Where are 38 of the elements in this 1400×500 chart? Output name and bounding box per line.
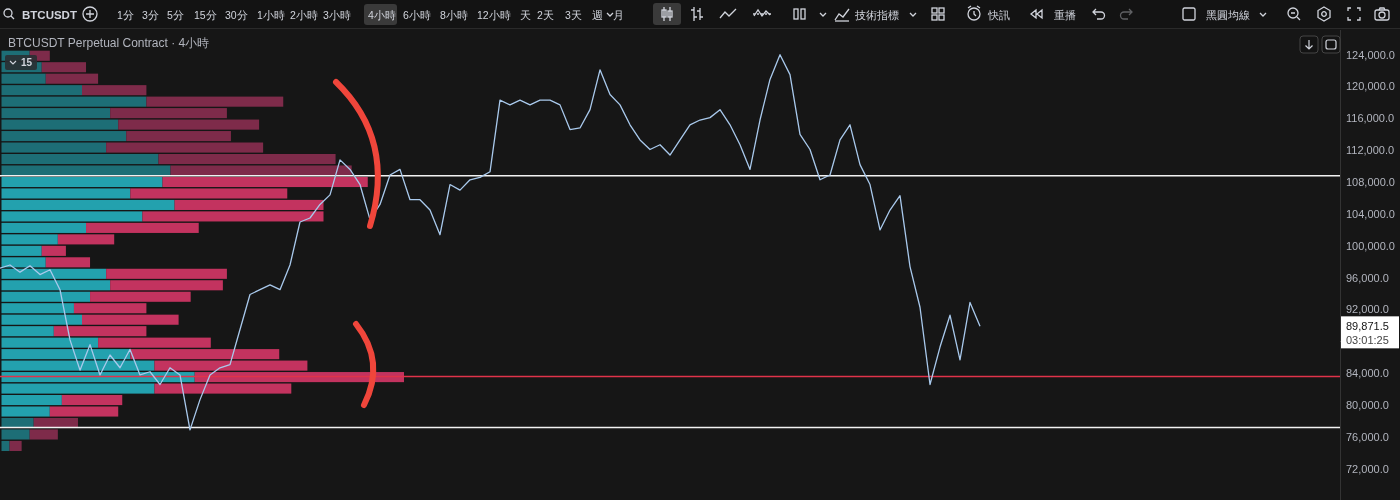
text: 快訊	[987, 8, 1010, 21]
text: 2小時	[290, 8, 318, 21]
text: 3分	[142, 8, 159, 21]
y-tick-label: 92,000.0	[1346, 303, 1389, 316]
y-tick-label: 116,000.0	[1346, 112, 1395, 125]
y-tick-label: 80,000.0	[1346, 399, 1389, 412]
annotation: 15	[21, 57, 33, 68]
y-tick-label: 76,000.0	[1346, 430, 1389, 443]
y-tick-label: 72,000.0	[1346, 462, 1389, 475]
y-tick-label: 120,000.0	[1346, 80, 1395, 93]
text: BTCUSDT	[22, 8, 77, 21]
text: 重播	[1054, 8, 1076, 21]
text: 03:01:25	[1346, 334, 1389, 347]
text: 3天	[565, 8, 582, 21]
text: 30分	[225, 8, 248, 21]
text: 技術指標	[854, 8, 899, 21]
text: BTCUSDT Perpetual Contract · 4小時	[8, 36, 210, 50]
y-tick-label: 112,000.0	[1346, 144, 1395, 157]
text: 1分	[117, 8, 134, 21]
text: 5分	[167, 8, 184, 21]
y-tick-label: 100,000.0	[1346, 239, 1395, 252]
y-tick-label: 124,000.0	[1346, 48, 1395, 61]
text: 月	[613, 8, 624, 21]
y-tick-label: 108,000.0	[1346, 176, 1395, 188]
text: 12小時	[477, 8, 511, 21]
text: 6小時	[403, 8, 431, 21]
y-tick-label: 104,000.0	[1346, 207, 1395, 220]
text: 89,871.5	[1346, 320, 1389, 333]
text: 8小時	[440, 8, 468, 21]
text: 1小時	[257, 8, 285, 21]
text: 天	[520, 8, 531, 21]
text: 2天	[537, 8, 554, 21]
y-tick-label: 96,000.0	[1346, 271, 1389, 284]
text: 3小時	[323, 8, 351, 21]
text: 黑圓均線	[1206, 8, 1250, 21]
text: 15分	[194, 8, 217, 21]
text: 週	[592, 8, 603, 21]
y-tick-label: 84,000.0	[1346, 367, 1389, 380]
